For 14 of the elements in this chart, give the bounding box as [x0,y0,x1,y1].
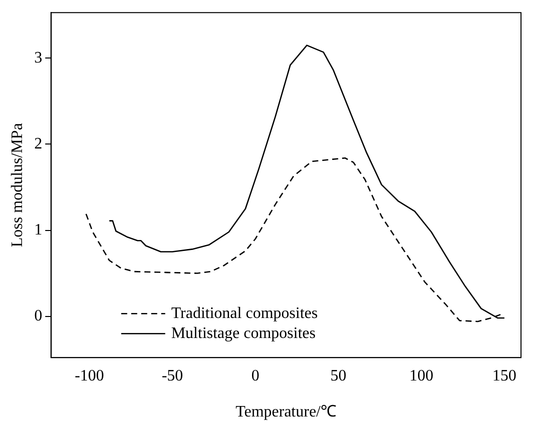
x-tick-label: -100 [74,367,104,384]
x-tick-label: 0 [251,367,260,384]
x-axis-title: Temperature/℃ [236,404,337,421]
y-tick-label: 2 [34,135,42,152]
y-tick-label: 1 [34,221,42,238]
x-tick-label: 150 [492,367,516,384]
legend-label: Multistage composites [171,324,316,342]
x-tick-label: 50 [330,367,346,384]
legend-label: Traditional composites [171,304,318,322]
x-tick-label: -50 [162,367,184,384]
y-tick-label: 3 [34,49,42,66]
y-tick-label: 0 [34,308,42,325]
y-axis-title: Loss modulus/MPa [8,123,26,248]
x-tick-label: 100 [409,367,434,384]
